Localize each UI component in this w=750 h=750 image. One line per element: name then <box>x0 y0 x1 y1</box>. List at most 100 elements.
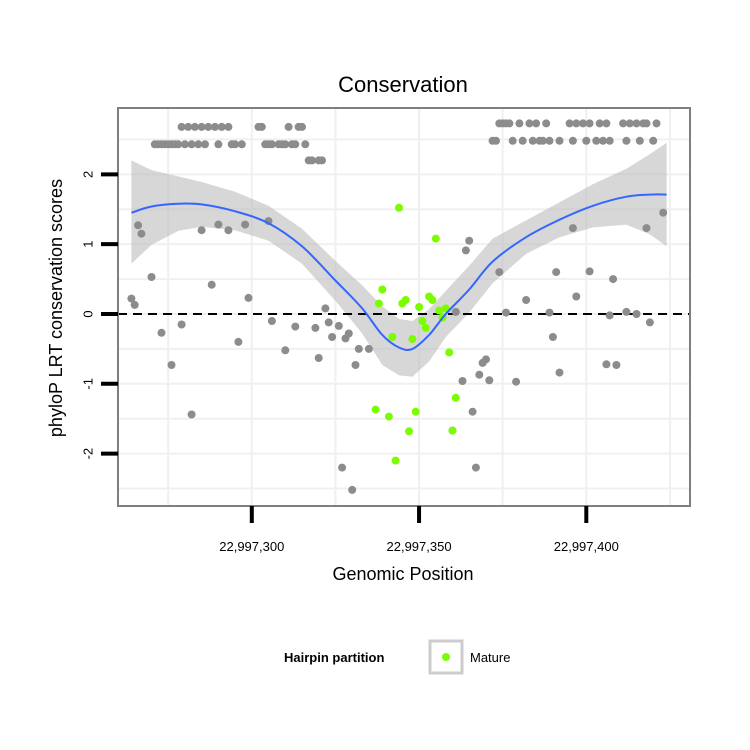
point-other <box>599 136 607 145</box>
data-points <box>127 119 668 494</box>
point-other <box>177 320 186 329</box>
point-other <box>548 333 557 341</box>
confidence-ribbon <box>131 142 667 377</box>
point-mature <box>411 407 420 416</box>
point-other <box>649 136 658 145</box>
point-mature <box>445 348 454 357</box>
point-other <box>147 273 156 281</box>
point-mature <box>391 456 400 465</box>
point-other <box>211 122 219 131</box>
point-mature <box>448 426 457 435</box>
point-other <box>528 136 537 145</box>
point-other <box>475 370 484 379</box>
point-other <box>492 136 500 145</box>
point-other <box>495 268 504 277</box>
point-other <box>482 355 490 364</box>
point-other <box>652 119 661 128</box>
point-other <box>234 337 243 346</box>
point-other <box>207 280 216 289</box>
point-other <box>324 318 333 327</box>
smooth-line <box>131 193 667 351</box>
point-other <box>187 410 196 419</box>
x-axis-title: Genomic Position <box>332 564 473 584</box>
x-tick-label: 22,997,300 <box>219 539 284 554</box>
point-other <box>555 368 564 377</box>
point-other <box>328 333 337 341</box>
point-other <box>579 119 587 128</box>
point-other <box>505 119 514 128</box>
point-other <box>625 119 634 128</box>
point-other <box>257 122 266 131</box>
point-other <box>555 136 564 145</box>
point-other <box>538 136 547 145</box>
point-mature <box>371 405 380 414</box>
point-mature <box>435 306 444 315</box>
point-other <box>174 140 183 149</box>
point-other <box>622 136 631 145</box>
point-mature <box>388 333 397 341</box>
point-other <box>642 119 651 128</box>
point-other <box>344 329 353 338</box>
point-other <box>515 119 524 128</box>
point-other <box>565 119 574 128</box>
point-other <box>364 344 373 353</box>
point-other <box>284 122 293 131</box>
point-other <box>451 307 460 316</box>
point-other <box>267 140 276 149</box>
point-other <box>130 300 139 309</box>
point-other <box>585 119 594 128</box>
point-other <box>224 226 233 235</box>
point-other <box>177 122 186 131</box>
point-other <box>502 308 510 317</box>
point-other <box>334 321 343 330</box>
point-other <box>585 267 594 276</box>
point-other <box>231 140 240 149</box>
point-other <box>201 140 209 149</box>
point-mature <box>384 412 393 421</box>
point-other <box>512 377 521 386</box>
point-other <box>532 119 541 128</box>
point-other <box>244 293 253 302</box>
point-other <box>568 224 577 233</box>
point-other <box>267 317 276 325</box>
point-other <box>642 224 651 233</box>
point-other <box>348 485 357 494</box>
point-other <box>568 136 577 145</box>
point-other <box>508 136 517 145</box>
point-other <box>281 346 290 355</box>
point-other <box>592 136 601 145</box>
point-other <box>187 140 196 149</box>
point-other <box>461 246 470 255</box>
point-other <box>545 308 554 317</box>
point-mature <box>395 203 403 212</box>
point-other <box>301 140 310 149</box>
point-other <box>127 294 136 303</box>
panel-border <box>117 107 691 507</box>
point-other <box>659 208 668 217</box>
point-other <box>180 140 189 149</box>
point-other <box>552 268 561 277</box>
x-tick-label: 22,997,400 <box>554 539 619 554</box>
y-tick-label: 0 <box>81 310 96 317</box>
point-mature <box>431 234 440 243</box>
point-other <box>471 463 480 472</box>
y-axis-title: phyloP LRT conservation scores <box>46 179 66 437</box>
point-other <box>619 119 628 128</box>
point-other <box>291 140 300 149</box>
point-other <box>204 122 213 131</box>
point-other <box>572 119 581 128</box>
point-mature <box>421 323 430 332</box>
point-other <box>518 136 527 145</box>
x-tick-label: 22,997,350 <box>387 539 452 554</box>
point-other <box>605 136 614 145</box>
point-other <box>314 354 323 362</box>
point-other <box>572 292 581 301</box>
point-other <box>184 122 193 131</box>
point-other <box>354 344 363 353</box>
point-mature <box>374 299 383 308</box>
point-other <box>545 136 554 145</box>
point-other <box>632 310 641 318</box>
point-other <box>217 122 226 131</box>
point-other <box>194 140 203 149</box>
